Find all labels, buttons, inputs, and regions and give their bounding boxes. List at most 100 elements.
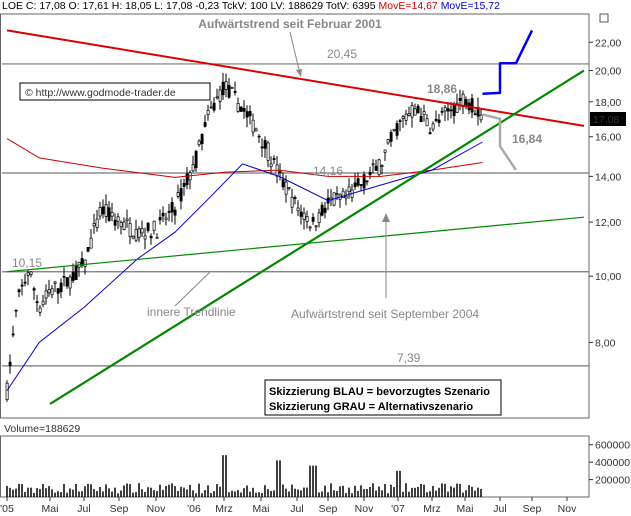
candle-body <box>17 289 21 293</box>
candle-body <box>263 140 267 149</box>
candle-body <box>428 132 432 135</box>
candle-body <box>152 220 156 231</box>
candle-body <box>335 193 339 195</box>
candle-body <box>440 110 444 113</box>
candle-body <box>251 119 255 133</box>
watermark-text: © http://www.godmode-trader.de <box>25 87 176 99</box>
candle-body <box>245 111 249 118</box>
candle-body <box>470 98 474 113</box>
candle-body <box>158 217 162 221</box>
candle-body <box>242 108 246 112</box>
annotation-level-1886: 18,86 <box>427 82 457 96</box>
candle-body <box>146 222 150 231</box>
volume-panel-frame <box>0 435 590 498</box>
candle-body <box>302 212 306 220</box>
candle-body <box>374 165 378 171</box>
candle-body <box>371 163 375 166</box>
candle-body <box>149 235 153 239</box>
candle-body <box>194 150 198 169</box>
candle-body <box>362 174 366 189</box>
candle-body <box>221 81 225 96</box>
candle-body <box>83 259 87 267</box>
candle-body <box>98 207 102 217</box>
candle-body <box>104 204 108 217</box>
legend-gray-text: Skizzierung GRAU = Alternativszenario <box>269 401 473 413</box>
candle-body <box>14 309 18 312</box>
candle-body <box>191 164 195 172</box>
candle-body <box>65 277 69 287</box>
header-quote: LOE C: 17,08 O: 17,61 H: 18,05 L: 17,08 … <box>2 0 376 12</box>
candle-body <box>170 202 174 213</box>
candle-body <box>50 288 54 296</box>
last-price-label: 17,08 <box>593 114 619 126</box>
candle-body <box>377 159 381 175</box>
x-tick-label: Nov <box>558 503 577 515</box>
candle-body <box>110 212 114 217</box>
candle-body <box>35 301 39 304</box>
candle-body <box>233 90 237 93</box>
trendline <box>6 29 585 127</box>
candle-body <box>344 195 348 199</box>
watermark-box <box>19 82 211 101</box>
candle-body <box>218 89 222 102</box>
candle-body <box>425 118 429 127</box>
candle-body <box>143 235 147 240</box>
candle-body <box>353 182 357 188</box>
candle-body <box>404 113 408 121</box>
moving-average-line <box>6 138 483 178</box>
candle-body <box>80 257 84 266</box>
candle-body <box>365 180 369 183</box>
candle-body <box>446 108 450 112</box>
x-tick-label: Mrz <box>215 503 233 515</box>
candle-body <box>86 247 90 252</box>
candle-body <box>260 146 264 149</box>
candle-body <box>308 226 312 229</box>
candle-body <box>122 221 126 230</box>
annotation-trend-feb: Aufwärtstrend seit Februar 2001 <box>198 17 382 31</box>
candle-body <box>164 217 168 220</box>
candle-body <box>293 197 297 199</box>
candle-body <box>128 223 132 237</box>
x-tick-label: Mai <box>42 503 59 515</box>
candle-body <box>20 284 24 287</box>
candle-body <box>416 105 420 114</box>
y-tick-label: 16,00 <box>595 132 621 144</box>
moving-average-line <box>6 141 483 391</box>
y-tick-label: 12,00 <box>595 217 621 229</box>
candle-body <box>320 204 324 216</box>
last-price-box <box>590 112 626 126</box>
annotation-level-2045: 20,45 <box>327 47 357 61</box>
price-panel-frame <box>0 13 590 419</box>
candle-body <box>176 192 180 197</box>
candle-body <box>236 102 240 112</box>
candle-body <box>74 265 78 280</box>
candle-body <box>5 382 9 400</box>
candle-body <box>215 96 219 99</box>
candle-body <box>134 229 138 241</box>
x-tick-label: Sep <box>523 503 542 515</box>
candle-body <box>56 288 60 294</box>
candle-body <box>272 158 276 160</box>
candle-body <box>431 123 435 130</box>
candle-body <box>389 132 393 142</box>
candlestick-series <box>5 72 483 402</box>
candle-body <box>155 236 159 239</box>
candle-body <box>266 142 270 161</box>
x-tick-label: Mrz <box>423 503 441 515</box>
candle-body <box>455 102 459 113</box>
candle-body <box>305 216 309 223</box>
candle-body <box>161 212 165 217</box>
candle-body <box>257 135 261 138</box>
x-tick-label: Sep <box>319 503 338 515</box>
candle-body <box>206 110 210 115</box>
candle-body <box>137 228 141 238</box>
candle-body <box>167 211 171 213</box>
candle-body <box>278 171 282 173</box>
candle-body <box>29 271 33 275</box>
scenario-sketch <box>482 113 518 171</box>
vol-tick-label: 200000 <box>595 475 630 487</box>
window-resize-icon <box>599 13 609 23</box>
candle-body <box>101 206 105 215</box>
candle-body <box>107 207 111 221</box>
